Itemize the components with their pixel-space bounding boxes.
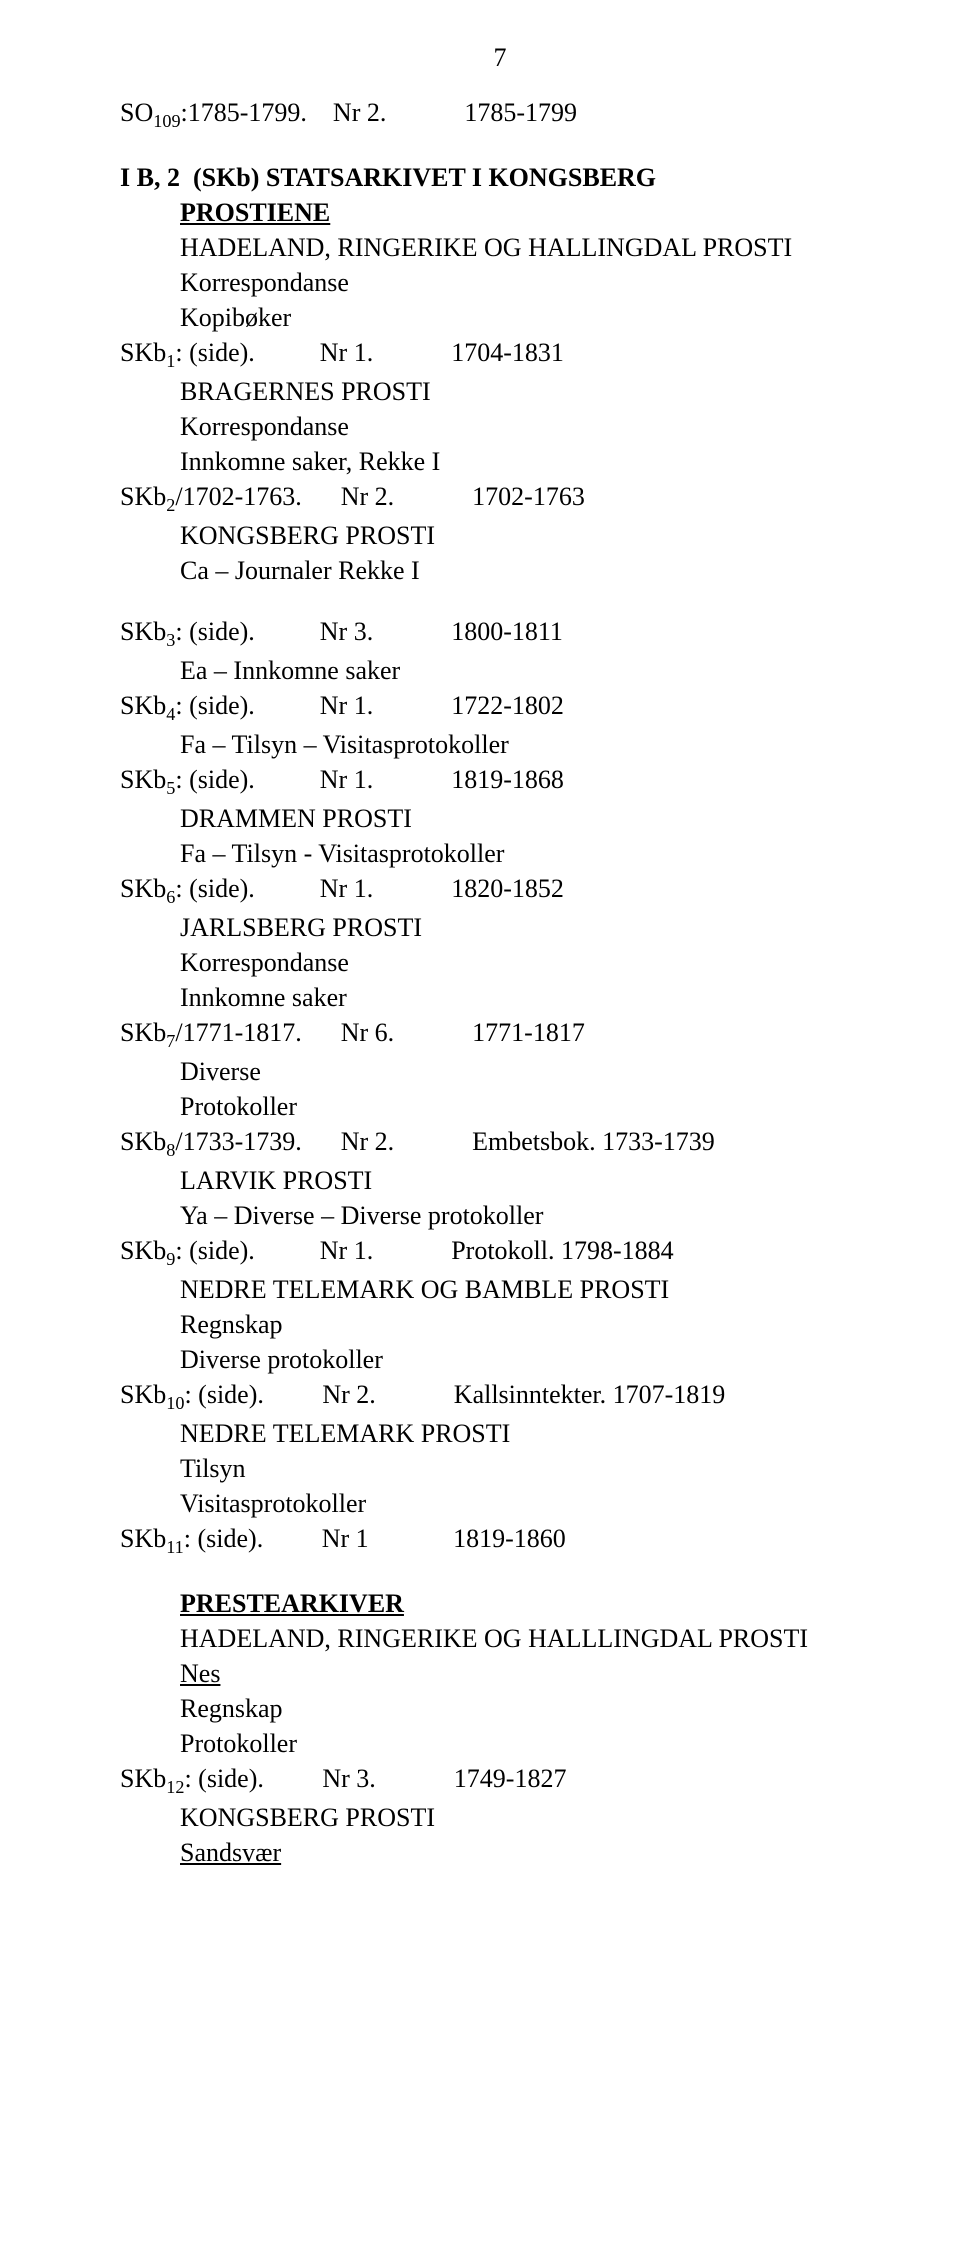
text-line: Protokoller bbox=[120, 1089, 880, 1124]
text-line: SKb12: (side). Nr 3. 1749-1827 bbox=[120, 1761, 880, 1800]
text-line: SKb10: (side). Nr 2. Kallsinntekter. 170… bbox=[120, 1377, 880, 1416]
text-line: JARLSBERG PROSTI bbox=[120, 910, 880, 945]
text-line: Korrespondanse bbox=[120, 265, 880, 300]
text-line: HADELAND, RINGERIKE OG HALLINGDAL PROSTI bbox=[120, 230, 880, 265]
text-line: Sandsvær bbox=[120, 1835, 880, 1870]
text-line: PROSTIENE bbox=[120, 195, 880, 230]
text-line: DRAMMEN PROSTI bbox=[120, 801, 880, 836]
text-line: Protokoller bbox=[120, 1726, 880, 1761]
text-line: SKb6: (side). Nr 1. 1820-1852 bbox=[120, 871, 880, 910]
text-line: PRESTEARKIVER bbox=[120, 1586, 880, 1621]
text-line: Innkomne saker bbox=[120, 980, 880, 1015]
text-line: Diverse bbox=[120, 1054, 880, 1089]
text-line: Regnskap bbox=[120, 1307, 880, 1342]
text-line: Fa – Tilsyn - Visitasprotokoller bbox=[120, 836, 880, 871]
text-line: SO109:1785-1799. Nr 2. 1785-1799 bbox=[120, 95, 880, 134]
text-line: SKb3: (side). Nr 3. 1800-1811 bbox=[120, 614, 880, 653]
text-line: HADELAND, RINGERIKE OG HALLLINGDAL PROST… bbox=[120, 1621, 880, 1656]
text-line: SKb11: (side). Nr 1 1819-1860 bbox=[120, 1521, 880, 1560]
text-line: Ca – Journaler Rekke I bbox=[120, 553, 880, 588]
text-line: SKb2/1702-1763. Nr 2. 1702-1763 bbox=[120, 479, 880, 518]
text-line: Regnskap bbox=[120, 1691, 880, 1726]
text-line: Innkomne saker, Rekke I bbox=[120, 444, 880, 479]
blank-line bbox=[120, 588, 880, 614]
text-line: Nes bbox=[120, 1656, 880, 1691]
text-line: SKb9: (side). Nr 1. Protokoll. 1798-1884 bbox=[120, 1233, 880, 1272]
text-line: Diverse protokoller bbox=[120, 1342, 880, 1377]
text-line: Korrespondanse bbox=[120, 945, 880, 980]
text-line: Tilsyn bbox=[120, 1451, 880, 1486]
text-line: Korrespondanse bbox=[120, 409, 880, 444]
document-page: 7 SO109:1785-1799. Nr 2. 1785-1799 I B, 2… bbox=[0, 0, 960, 1910]
text-line: SKb5: (side). Nr 1. 1819-1868 bbox=[120, 762, 880, 801]
text-line: Fa – Tilsyn – Visitasprotokoller bbox=[120, 727, 880, 762]
text-line: SKb7/1771-1817. Nr 6. 1771-1817 bbox=[120, 1015, 880, 1054]
blank-line bbox=[120, 1560, 880, 1586]
text-line: Visitasprotokoller bbox=[120, 1486, 880, 1521]
text-line: LARVIK PROSTI bbox=[120, 1163, 880, 1198]
document-body: SO109:1785-1799. Nr 2. 1785-1799 I B, 2 (… bbox=[120, 95, 880, 1870]
text-line: BRAGERNES PROSTI bbox=[120, 374, 880, 409]
page-number: 7 bbox=[120, 40, 880, 75]
text-line: Ea – Innkomne saker bbox=[120, 653, 880, 688]
text-line: KONGSBERG PROSTI bbox=[120, 518, 880, 553]
text-line: NEDRE TELEMARK OG BAMBLE PROSTI bbox=[120, 1272, 880, 1307]
text-line: SKb8/1733-1739. Nr 2. Embetsbok. 1733-17… bbox=[120, 1124, 880, 1163]
text-line: KONGSBERG PROSTI bbox=[120, 1800, 880, 1835]
text-line: I B, 2 (SKb) STATSARKIVET I KONGSBERG bbox=[120, 160, 880, 195]
text-line: NEDRE TELEMARK PROSTI bbox=[120, 1416, 880, 1451]
text-line: SKb1: (side). Nr 1. 1704-1831 bbox=[120, 335, 880, 374]
text-line: Ya – Diverse – Diverse protokoller bbox=[120, 1198, 880, 1233]
text-line: SKb4: (side). Nr 1. 1722-1802 bbox=[120, 688, 880, 727]
blank-line bbox=[120, 134, 880, 160]
text-line: Kopibøker bbox=[120, 300, 880, 335]
